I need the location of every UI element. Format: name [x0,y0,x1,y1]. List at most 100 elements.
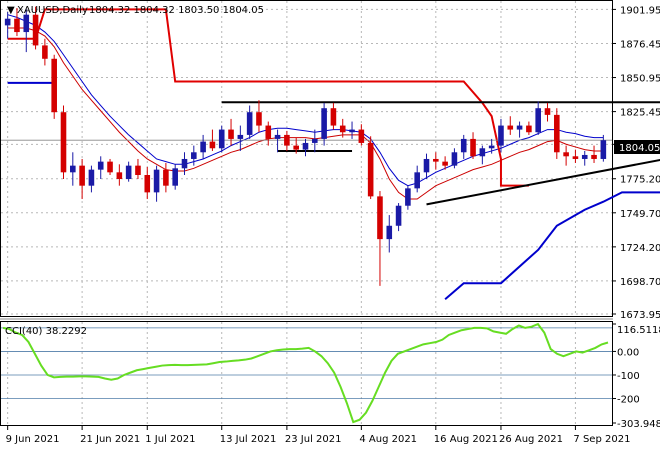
time-tick-label: 7 Sep 2021 [573,434,630,445]
candle-body [498,125,504,146]
candle-body [293,145,299,150]
candle-body [507,125,514,130]
candle-body [14,18,20,33]
candle-body [321,108,327,139]
cci-series [2,322,609,424]
candle-body [377,196,383,240]
candle-body [246,112,253,135]
candle-body [200,141,206,153]
chart-title: XAUUSD,Daily [17,5,88,16]
candle-body [451,152,458,166]
price-tick-label: 1825.45 [620,108,660,119]
candle-body [265,125,272,139]
candle-body [181,158,188,169]
candle-body [4,18,11,26]
price-axis: 1901.951876.451850.951825.451800.951775.… [612,5,660,321]
candle-body [135,165,141,175]
time-tick-label: 16 Aug 2021 [434,434,498,445]
candle-body [60,112,67,173]
candle-body [470,138,476,157]
price-tick-label: 1749.70 [620,209,660,220]
blue-stop-line [444,191,660,300]
current-price-label: 1804.05 [619,143,660,154]
time-tick-label: 9 Jun 2021 [6,434,60,445]
candle-body [516,125,523,130]
candle-body [42,45,48,59]
candle-body [144,174,151,193]
candle-body [563,152,569,157]
candle-body [228,129,234,139]
cci-tick-label: 0.00 [617,347,639,358]
candle-body [405,188,411,206]
candle-body [274,134,281,139]
candle-body [591,154,597,159]
current-price-box: 1804.05 [614,140,660,154]
candle-body [163,169,169,186]
cci-label: CCI(40) 38.2292 [5,326,87,337]
candle-body [535,108,541,133]
cci-axis: 116.5118 0.00 -100 -200 -303.9481 [612,323,660,430]
candle-body [191,152,197,159]
candle-body [312,138,318,143]
candle-body [51,58,57,113]
candle-body [256,112,262,126]
price-tick-label: 1876.45 [620,39,660,50]
candle-body [554,114,560,153]
time-tick-label: 4 Aug 2021 [359,434,417,445]
cci-panel-frame [0,321,613,426]
candle-body [349,129,355,133]
candle-body [172,168,178,186]
trendline [426,158,660,206]
candle-body [367,142,374,197]
candle-body [572,156,579,159]
candle-body [209,141,216,149]
time-tick-label: 23 Jul 2021 [285,434,342,445]
candle-body [433,158,439,162]
cci-grid [1,327,612,399]
price-tick-label: 1673.95 [620,310,660,321]
candle-body [88,169,95,186]
candle-body [339,125,346,133]
cci-tick-label: 116.5118 [617,325,660,336]
ohlc-header: 1804.32 1804.32 1803.50 1804.05 [89,5,264,16]
candle-body [79,165,85,186]
candle-body [544,108,551,115]
candle-body [395,205,402,226]
candle-body [423,158,430,173]
candlestick-series [4,6,607,286]
time-tick-label: 26 Aug 2021 [499,434,563,445]
cci-line [2,322,609,424]
candle-body [97,161,104,170]
indicator-overlays [1,8,660,300]
cci-tick-label: -200 [617,395,640,406]
candle-body [386,225,393,240]
candle-body [330,108,337,126]
candle-body [600,140,607,159]
time-tick-label: 21 Jun 2021 [80,434,140,445]
price-tick-label: 1901.95 [620,5,660,16]
ema-line [7,27,604,200]
candle-body [23,14,30,33]
candle-body [479,148,486,157]
candle-body [284,134,290,146]
chart-title-triangle: ▼ [7,5,15,16]
candle-body [358,129,365,143]
candle-body [488,145,495,149]
sma-line [7,14,604,187]
price-tick-label: 1850.95 [620,74,660,85]
red-stop-line [7,8,529,187]
candle-body [218,129,225,149]
candle-body [237,134,244,139]
candle-body [125,165,132,180]
time-axis: 9 Jun 2021 21 Jun 2021 1 Jul 2021 13 Jul 20… [6,426,630,445]
price-tick-label: 1724.20 [620,243,660,254]
price-tick-label: 1775.20 [620,175,660,186]
price-panel-frame [0,0,613,317]
candle-body [581,154,588,159]
time-tick-label: 13 Jul 2021 [220,434,277,445]
candle-body [70,165,76,173]
candle-body [32,14,39,46]
candle-body [116,172,123,180]
cci-tick-label: -303.9481 [617,419,660,430]
